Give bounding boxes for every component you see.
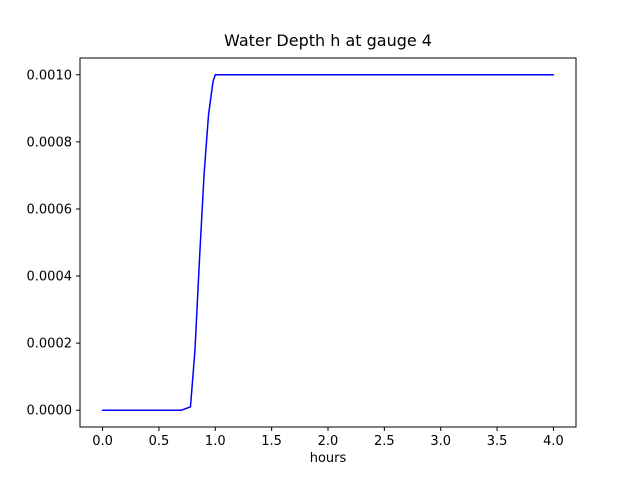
x-tick-label: 0.5 xyxy=(149,434,170,449)
x-tick-label: 4.0 xyxy=(543,434,564,449)
y-tick-label: 0.0008 xyxy=(27,135,73,150)
y-tick-label: 0.0010 xyxy=(27,68,73,83)
axes-frame xyxy=(79,57,577,428)
y-tick-label: 0.0002 xyxy=(27,337,73,352)
x-tick-label: 3.0 xyxy=(430,434,451,449)
data-line-water-depth xyxy=(101,74,555,411)
x-tick-label: 0.0 xyxy=(92,434,113,449)
chart-title: Water Depth h at gauge 4 xyxy=(224,31,432,50)
y-tick-label: 0.0000 xyxy=(27,404,73,419)
y-tick-label: 0.0006 xyxy=(27,202,73,217)
x-axis-label: hours xyxy=(309,451,347,466)
x-tick-label: 2.0 xyxy=(318,434,339,449)
x-tick-label: 2.5 xyxy=(374,434,395,449)
x-tick-label: 1.5 xyxy=(261,434,282,449)
x-tick-label: 1.0 xyxy=(205,434,226,449)
y-tick-label: 0.0004 xyxy=(27,270,73,285)
x-tick-label: 3.5 xyxy=(487,434,508,449)
